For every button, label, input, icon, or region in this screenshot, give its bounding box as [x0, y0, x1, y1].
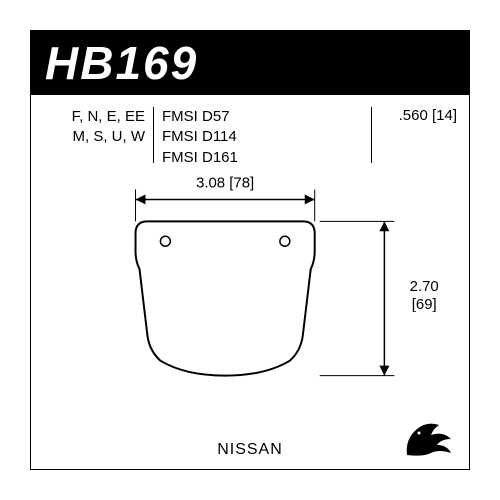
hawk-logo-icon: [403, 419, 455, 459]
thickness-spec: .560 [14]: [372, 107, 457, 168]
width-label: 3.08 [78]: [196, 174, 254, 191]
fmsi-codes: FMSI D57 FMSI D114 FMSI D161: [154, 107, 274, 168]
height-in-label: 2.70: [410, 278, 439, 295]
compound-codes: F, N, E, EE M, S, U, W: [43, 107, 153, 168]
thickness-value: .560 [14]: [399, 107, 457, 124]
part-number: HB169: [45, 36, 198, 90]
height-dimension: 2.70 [69]: [320, 221, 439, 375]
fmsi-item: FMSI D57: [162, 107, 274, 127]
pad-diagram: 3.08 [78] 2.70 [69]: [31, 171, 469, 421]
pad-outline: [136, 221, 315, 375]
part-number-header: HB169: [31, 31, 469, 95]
info-row: F, N, E, EE M, S, U, W FMSI D57 FMSI D11…: [43, 107, 457, 168]
codes-line-1: F, N, E, EE: [43, 107, 145, 127]
codes-line-2: M, S, U, W: [43, 127, 145, 147]
height-mm-label: [69]: [412, 296, 437, 313]
spec-card: HB169 F, N, E, EE M, S, U, W FMSI D57 FM…: [30, 30, 470, 470]
mounting-hole: [280, 236, 290, 246]
mounting-hole: [160, 236, 170, 246]
fmsi-item: FMSI D114: [162, 127, 274, 147]
width-dimension: 3.08 [78]: [136, 174, 315, 221]
fmsi-item: FMSI D161: [162, 148, 274, 168]
